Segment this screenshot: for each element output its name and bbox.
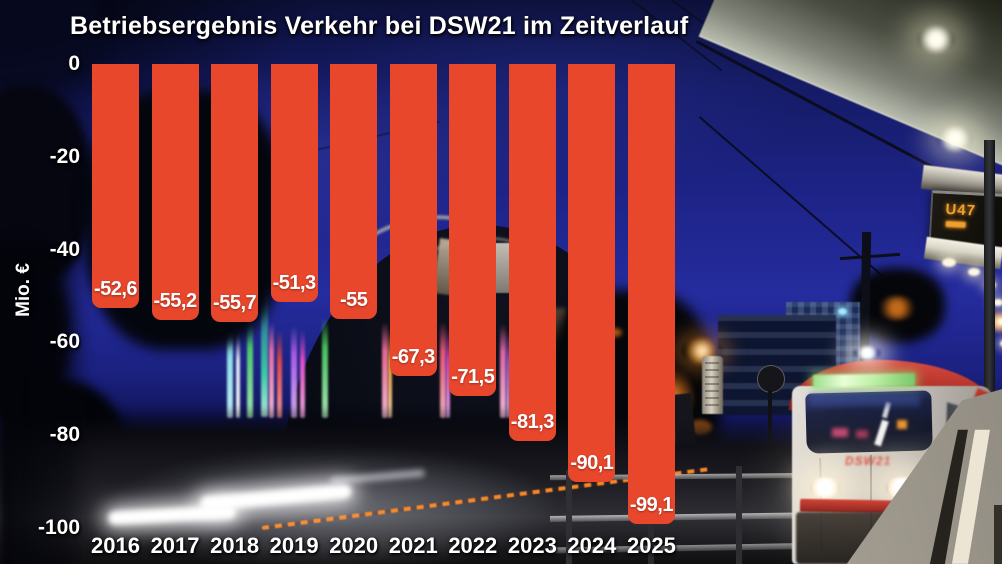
bar-2019: -51,3	[270, 64, 318, 303]
y-tick--40: -40	[49, 237, 80, 261]
guardrail-post	[566, 470, 572, 564]
bar-2020: -55	[330, 64, 378, 320]
x-tick-2021: 2021	[388, 533, 438, 558]
light-column	[322, 318, 328, 418]
bar-value-label: -67,3	[391, 346, 436, 369]
bar-value-label: -55	[339, 289, 368, 312]
platform-ceiling-light	[998, 318, 1002, 325]
canopy-light	[918, 26, 954, 53]
y-tick--80: -80	[49, 423, 80, 447]
bar-value-label: -51,3	[272, 272, 317, 295]
advertising-pillar	[702, 356, 723, 414]
pillar-text-lines	[705, 362, 719, 408]
light-column	[300, 330, 305, 418]
bar-value-label: -71,5	[451, 365, 495, 388]
light-column	[277, 330, 282, 418]
lit-window	[838, 308, 847, 315]
office-building	[718, 315, 836, 415]
light-column	[247, 318, 253, 418]
platform-ceiling-light	[942, 258, 956, 267]
x-tick-2023: 2023	[507, 533, 557, 558]
bar-value-label: -55,2	[153, 290, 198, 313]
platform-ceiling-light	[968, 268, 980, 276]
y-tick--60: -60	[49, 330, 80, 354]
x-tick-2018: 2018	[210, 533, 260, 558]
train-icon	[945, 220, 966, 228]
chart-title: Betriebsergebnis Verkehr bei DSW21 im Ze…	[70, 12, 689, 40]
bar-2016: -52,6	[92, 64, 139, 309]
guardrail-post	[736, 466, 742, 564]
light-column	[500, 324, 506, 418]
tree-silhouette	[0, 0, 100, 90]
bar-2021: -67,3	[389, 64, 437, 377]
platform-ceiling-light	[993, 299, 1002, 306]
bar-value-label: -90,1	[570, 452, 614, 475]
light-column	[291, 326, 297, 418]
platform-ceiling-light	[1000, 340, 1002, 347]
light-column	[382, 322, 388, 418]
y-tick-0: 0	[68, 52, 80, 75]
x-tick-2022: 2022	[448, 533, 498, 558]
windshield-reflection	[810, 394, 920, 406]
x-tick-2016: 2016	[91, 533, 140, 558]
x-tick-2019: 2019	[269, 533, 319, 558]
windshield-reflection	[832, 428, 848, 437]
y-tick--20: -20	[49, 144, 80, 168]
y-tick--100: -100	[37, 516, 80, 539]
bar-value-label: -52,6	[93, 278, 138, 301]
bar-2025: -99,1	[627, 64, 675, 524]
bar-value-label: -99,1	[629, 493, 674, 516]
light-column	[440, 322, 446, 418]
x-tick-2025: 2025	[626, 533, 676, 558]
windshield-reflection	[856, 430, 868, 438]
platform-edge-dark	[994, 505, 1002, 564]
x-tick-2017: 2017	[150, 533, 200, 558]
lit-leaves	[878, 296, 916, 320]
light-column	[227, 320, 233, 418]
x-tick-2020: 2020	[329, 533, 379, 558]
traffic-sign-back	[757, 365, 785, 393]
bar-2018: -55,7	[211, 64, 259, 323]
light-column	[269, 322, 274, 418]
marker-light	[897, 420, 907, 429]
x-tick-2024: 2024	[567, 533, 617, 558]
canopy-light	[938, 126, 972, 152]
destination-display	[812, 373, 916, 388]
bar-2017: -55,2	[151, 64, 199, 321]
light-column	[506, 330, 510, 418]
bar-value-label: -81,3	[510, 411, 555, 434]
light-column	[261, 245, 268, 417]
light-column	[446, 328, 450, 418]
bar-2022: -71,5	[449, 64, 497, 396]
light-column	[388, 330, 392, 418]
headlight	[810, 477, 840, 498]
support-pole	[984, 140, 995, 430]
tram-roof-light	[854, 346, 880, 360]
bar-value-label: -55,7	[213, 292, 257, 315]
dsw-logo: DSW21	[845, 454, 892, 468]
light-column	[236, 330, 240, 418]
bar-2023: -81,3	[508, 64, 556, 442]
vignette	[0, 250, 92, 564]
bar-2024: -90,1	[568, 64, 616, 483]
